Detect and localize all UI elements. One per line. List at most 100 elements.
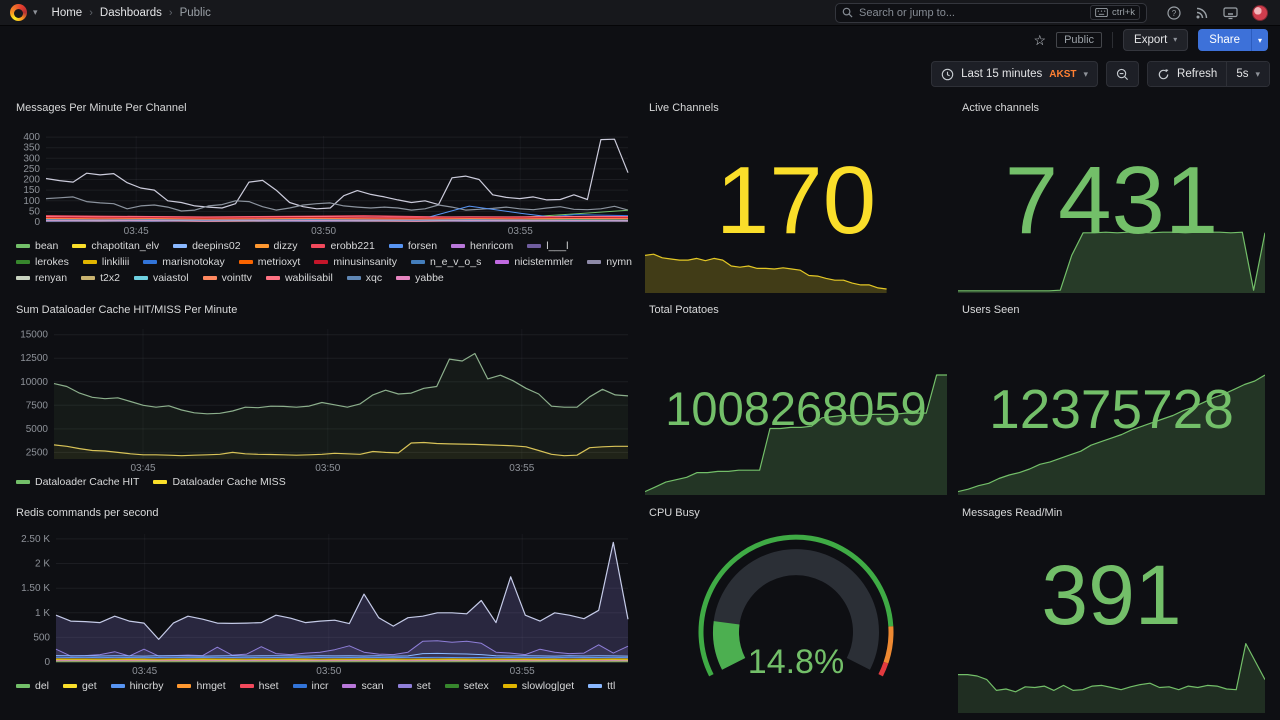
time-range-picker[interactable]: Last 15 minutes AKST ▾ [931,61,1099,87]
legend-item[interactable]: incr [292,680,328,692]
legend-item[interactable]: minusinsanity [314,256,397,268]
legend-item[interactable]: scan [342,680,384,692]
svg-text:1.50 K: 1.50 K [21,583,50,594]
zoom-out-button[interactable] [1106,61,1140,87]
legend-item[interactable]: marisnotokay [143,256,225,268]
svg-text:2.50 K: 2.50 K [21,534,50,545]
panel-messages-per-minute: Messages Per Minute Per Channel 0 50 100 15… [8,98,640,294]
legend-item[interactable]: renyan [16,272,67,284]
chevron-down-icon: ▾ [1173,35,1178,44]
svg-text:03:55: 03:55 [509,463,534,473]
legend-item[interactable]: vaiastol [133,272,189,284]
legend-item[interactable]: bean [16,240,58,252]
panel-users-seen: Users Seen 12375728 [958,300,1265,497]
svg-text:1 K: 1 K [35,608,50,619]
panel-title[interactable]: Redis commands per second [16,507,159,519]
legend-item[interactable]: lerokes [16,256,69,268]
timezone-label: AKST [1049,68,1077,80]
legend-chip [410,260,425,264]
svg-text:350: 350 [23,143,40,154]
svg-text:03:50: 03:50 [316,666,341,676]
panel-title[interactable]: CPU Busy [649,507,700,519]
panel-title[interactable]: Messages Read/Min [962,507,1063,519]
gauge-value: 14.8% [747,643,845,681]
legend-item[interactable]: set [397,680,431,692]
messages-read-sparkline [958,642,1265,713]
panel-title[interactable]: Sum Dataloader Cache HIT/MISS Per Minute [16,304,238,316]
legend-item[interactable]: hmget [177,680,226,692]
svg-text:03:45: 03:45 [130,463,155,473]
refresh-interval-select[interactable]: 5s ▾ [1226,62,1269,86]
redis-chart[interactable]: 0 500 1 K 1.50 K 2 K 2.50 K 03:45 03:50 03:55 [16,530,632,676]
legend-item[interactable]: Dataloader Cache HIT [16,476,139,488]
legend-item[interactable]: chapotitan_elv [72,240,159,252]
breadcrumb-separator: › [89,6,93,19]
panel-title[interactable]: Users Seen [962,304,1020,316]
legend-item[interactable]: Dataloader Cache MISS [153,476,286,488]
legend-item[interactable]: del [16,680,49,692]
panel-title[interactable]: Live Channels [649,102,719,114]
legend-item[interactable]: n_e_v_o_s [410,256,481,268]
legend-item[interactable]: ttl [588,680,615,692]
legend-item[interactable]: linkiliii [82,256,129,268]
dashboard-toolbar: ☆ Public Export ▾ Share ▾ [0,26,1280,54]
share-dropdown-button[interactable]: ▾ [1250,29,1268,51]
legend-chip [444,684,459,688]
legend-item[interactable]: nicistemmler [495,256,573,268]
legend-item[interactable]: get [63,680,97,692]
legend-item[interactable]: xqc [346,272,382,284]
refresh-button[interactable]: Refresh [1148,62,1227,86]
chevron-down-icon: ▾ [1255,68,1260,79]
redis-legend: del get hincrby hmget hset incr scan set setex sl… [16,680,632,692]
star-icon[interactable]: ☆ [1033,31,1047,48]
legend-chip [588,684,603,688]
share-button[interactable]: Share ▾ [1198,29,1268,51]
legend-chip [265,276,280,280]
grafana-logo[interactable] [10,4,27,21]
legend-item[interactable]: forsen [388,240,437,252]
legend-item[interactable]: henricom [451,240,513,252]
legend-chip [153,480,168,484]
legend-chip [451,244,466,248]
panel-title[interactable]: Total Potatoes [649,304,719,316]
legend-item[interactable]: nymn [587,256,632,268]
svg-text:5000: 5000 [26,424,49,435]
export-button[interactable]: Export ▾ [1123,29,1189,51]
help-icon[interactable]: ? [1167,5,1181,20]
legend-chip [173,244,188,248]
panel-title[interactable]: Messages Per Minute Per Channel [16,102,187,114]
legend-item[interactable]: hincrby [110,680,163,692]
search-input[interactable]: Search or jump to... ctrl+k [835,2,1147,23]
breadcrumb: Home › Dashboards › Public [52,7,211,19]
legend-item[interactable]: erobb221 [311,240,375,252]
breadcrumb-dashboards[interactable]: Dashboards [99,6,162,19]
legend-chip [202,276,217,280]
chevron-down-icon[interactable]: ▾ [33,7,38,17]
legend-item[interactable]: slowlog|get [502,680,574,692]
legend-chip [110,684,125,688]
legend-item[interactable]: hset [239,680,279,692]
user-avatar[interactable] [1252,4,1268,21]
legend-item[interactable]: vointtv [202,272,252,284]
panel-title[interactable]: Active channels [962,102,1040,114]
news-rss-icon[interactable] [1195,6,1209,20]
legend-item[interactable]: t2x2 [81,272,120,284]
legend-chip [587,260,602,264]
legend-item[interactable]: dizzy [254,240,297,252]
legend-item[interactable]: deepins02 [173,240,241,252]
zoom-out-icon [1116,68,1129,80]
cpu-gauge [698,534,894,677]
svg-text:250: 250 [23,164,40,175]
legend-item[interactable]: setex [444,680,489,692]
dataloader-chart[interactable]: 2500 5000 7500 10000 12500 15000 03:45 03:50 03:… [16,325,632,473]
legend-item[interactable]: metrioxyt [238,256,300,268]
breadcrumb-home[interactable]: Home [51,6,83,19]
svg-text:0: 0 [44,657,50,668]
legend-chip [72,244,87,248]
monitor-icon[interactable] [1223,6,1238,20]
total-potatoes-sparkline [645,374,947,495]
legend-item[interactable]: yabbe [396,272,444,284]
legend-item[interactable]: l___l [527,240,568,252]
legend-item[interactable]: wabilisabil [265,272,333,284]
